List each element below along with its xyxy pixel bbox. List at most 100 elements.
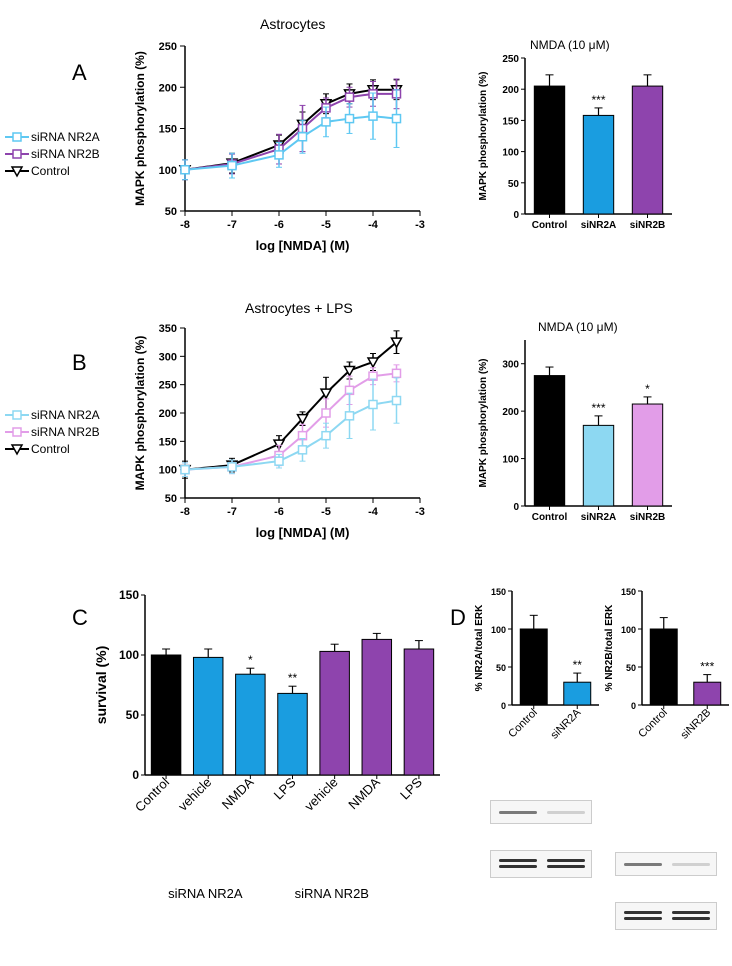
svg-text:50: 50: [165, 493, 177, 505]
svg-text:50: 50: [508, 179, 520, 190]
figure-page: A Astrocytes siRNA NR2A siRNA NR2B Contr…: [0, 0, 732, 966]
panel-a-legend: siRNA NR2A siRNA NR2B Control: [5, 130, 100, 181]
svg-text:LPS: LPS: [271, 774, 299, 802]
svg-text:-3: -3: [415, 219, 425, 231]
svg-text:50: 50: [496, 663, 506, 673]
svg-text:250: 250: [159, 41, 177, 53]
svg-text:log [NMDA] (M): log [NMDA] (M): [256, 525, 350, 540]
panel-c-bar-chart: 050100150survival (%)Controlvehicle*NMDA…: [90, 585, 450, 925]
svg-text:siNR2A: siNR2A: [581, 512, 617, 523]
svg-text:vehicle: vehicle: [175, 775, 214, 814]
svg-text:100: 100: [491, 625, 506, 635]
svg-text:**: **: [288, 671, 298, 685]
svg-text:150: 150: [491, 587, 506, 597]
svg-text:100: 100: [502, 148, 519, 159]
svg-text:Control: Control: [506, 707, 540, 741]
svg-text:200: 200: [159, 82, 177, 94]
svg-text:-6: -6: [274, 219, 284, 231]
svg-text:100: 100: [502, 455, 519, 466]
svg-text:survival (%): survival (%): [93, 646, 109, 725]
svg-text:-5: -5: [321, 219, 331, 231]
svg-text:-6: -6: [274, 506, 284, 518]
svg-text:150: 150: [502, 116, 519, 127]
svg-text:**: **: [573, 658, 583, 672]
svg-text:*: *: [645, 382, 650, 396]
svg-text:MAPK phosphorylation (%): MAPK phosphorylation (%): [133, 51, 147, 206]
panel-letter-a: A: [72, 60, 87, 86]
svg-text:vehicle: vehicle: [302, 775, 341, 814]
svg-text:MAPK phosphorylation (%): MAPK phosphorylation (%): [478, 72, 489, 201]
blot-a-lower: [490, 850, 592, 878]
svg-text:NMDA: NMDA: [219, 774, 257, 812]
svg-text:% NR2B/total ERK: % NR2B/total ERK: [604, 604, 615, 691]
svg-text:LPS: LPS: [397, 774, 425, 802]
panel-letter-c: C: [72, 605, 88, 631]
panel-a-dose-chart: -8 -7 -6 -5 -4 -3 50 100 150 200 250 log [NMDA] (M)…: [130, 36, 430, 256]
panel-b-title: Astrocytes + LPS: [245, 300, 353, 316]
svg-text:-4: -4: [368, 506, 379, 518]
svg-text:siNR2B: siNR2B: [679, 707, 714, 742]
svg-text:0: 0: [631, 701, 636, 711]
svg-text:200: 200: [159, 408, 177, 420]
panel-d-bar1: 0 50 100 150 % NR2A/total ERK Control ** siNR2A: [470, 585, 605, 760]
svg-text:100: 100: [119, 648, 139, 662]
svg-text:siNR2B: siNR2B: [630, 220, 666, 231]
svg-text:0: 0: [513, 210, 519, 221]
svg-text:300: 300: [502, 360, 519, 371]
svg-text:200: 200: [502, 85, 519, 96]
svg-text:50: 50: [126, 708, 140, 722]
svg-text:300: 300: [159, 351, 177, 363]
svg-text:250: 250: [159, 380, 177, 392]
svg-text:150: 150: [159, 124, 177, 136]
svg-text:-7: -7: [227, 506, 237, 518]
svg-text:siNR2B: siNR2B: [630, 512, 666, 523]
svg-text:-4: -4: [368, 219, 379, 231]
svg-text:-3: -3: [415, 506, 425, 518]
svg-text:Control: Control: [636, 707, 670, 741]
svg-text:0: 0: [513, 502, 519, 513]
panel-b-bar-chart: 0 100 200 300 MAPK phosphorylation (%) Contro…: [470, 332, 680, 532]
svg-text:*: *: [248, 653, 253, 667]
panel-b-legend: siRNA NR2A siRNA NR2B Control: [5, 408, 100, 459]
svg-text:250: 250: [502, 54, 519, 65]
svg-text:% NR2A/total ERK: % NR2A/total ERK: [474, 604, 485, 691]
svg-text:***: ***: [700, 660, 714, 674]
svg-text:0: 0: [132, 768, 139, 782]
svg-text:200: 200: [502, 407, 519, 418]
panel-a-bar-chart: 0 50 100 150 200 250 MAPK phosphorylation (%) C…: [470, 50, 680, 240]
svg-text:100: 100: [621, 625, 636, 635]
svg-text:-5: -5: [321, 506, 331, 518]
panel-a-title: Astrocytes: [260, 16, 325, 32]
svg-text:Control: Control: [532, 220, 568, 231]
svg-text:***: ***: [591, 401, 605, 415]
svg-text:100: 100: [159, 165, 177, 177]
svg-text:-8: -8: [180, 506, 190, 518]
panel-letter-d: D: [450, 605, 466, 631]
svg-text:-8: -8: [180, 219, 190, 231]
svg-text:siRNA NR2A: siRNA NR2A: [168, 886, 243, 901]
blot-b-lower: [615, 902, 717, 930]
svg-text:-7: -7: [227, 219, 237, 231]
svg-text:0: 0: [501, 701, 506, 711]
svg-text:log [NMDA] (M): log [NMDA] (M): [256, 238, 350, 253]
svg-text:150: 150: [621, 587, 636, 597]
svg-text:MAPK phosphorylation (%): MAPK phosphorylation (%): [133, 336, 147, 491]
svg-text:100: 100: [159, 465, 177, 477]
svg-text:NMDA: NMDA: [345, 774, 383, 812]
panel-letter-b: B: [72, 350, 87, 376]
svg-text:150: 150: [119, 588, 139, 602]
svg-text:siNR2A: siNR2A: [581, 220, 617, 231]
svg-text:350: 350: [159, 323, 177, 335]
panel-d-bar2: 0 50 100 150 % NR2B/total ERK Control *** siNR2…: [600, 585, 732, 760]
blot-a-upper: [490, 800, 592, 824]
panel-b-dose-chart: -8 -7 -6 -5 -4 -3 50 100 150 200 250 300 350 log [NMD…: [130, 318, 430, 543]
svg-text:Control: Control: [532, 512, 568, 523]
blot-b-upper: [615, 852, 717, 876]
svg-text:***: ***: [591, 93, 605, 107]
svg-text:150: 150: [159, 436, 177, 448]
svg-text:MAPK phosphorylation (%): MAPK phosphorylation (%): [478, 359, 489, 488]
svg-text:50: 50: [626, 663, 636, 673]
svg-text:siNR2A: siNR2A: [549, 706, 584, 741]
svg-text:siRNA NR2B: siRNA NR2B: [295, 886, 369, 901]
svg-text:50: 50: [165, 206, 177, 218]
